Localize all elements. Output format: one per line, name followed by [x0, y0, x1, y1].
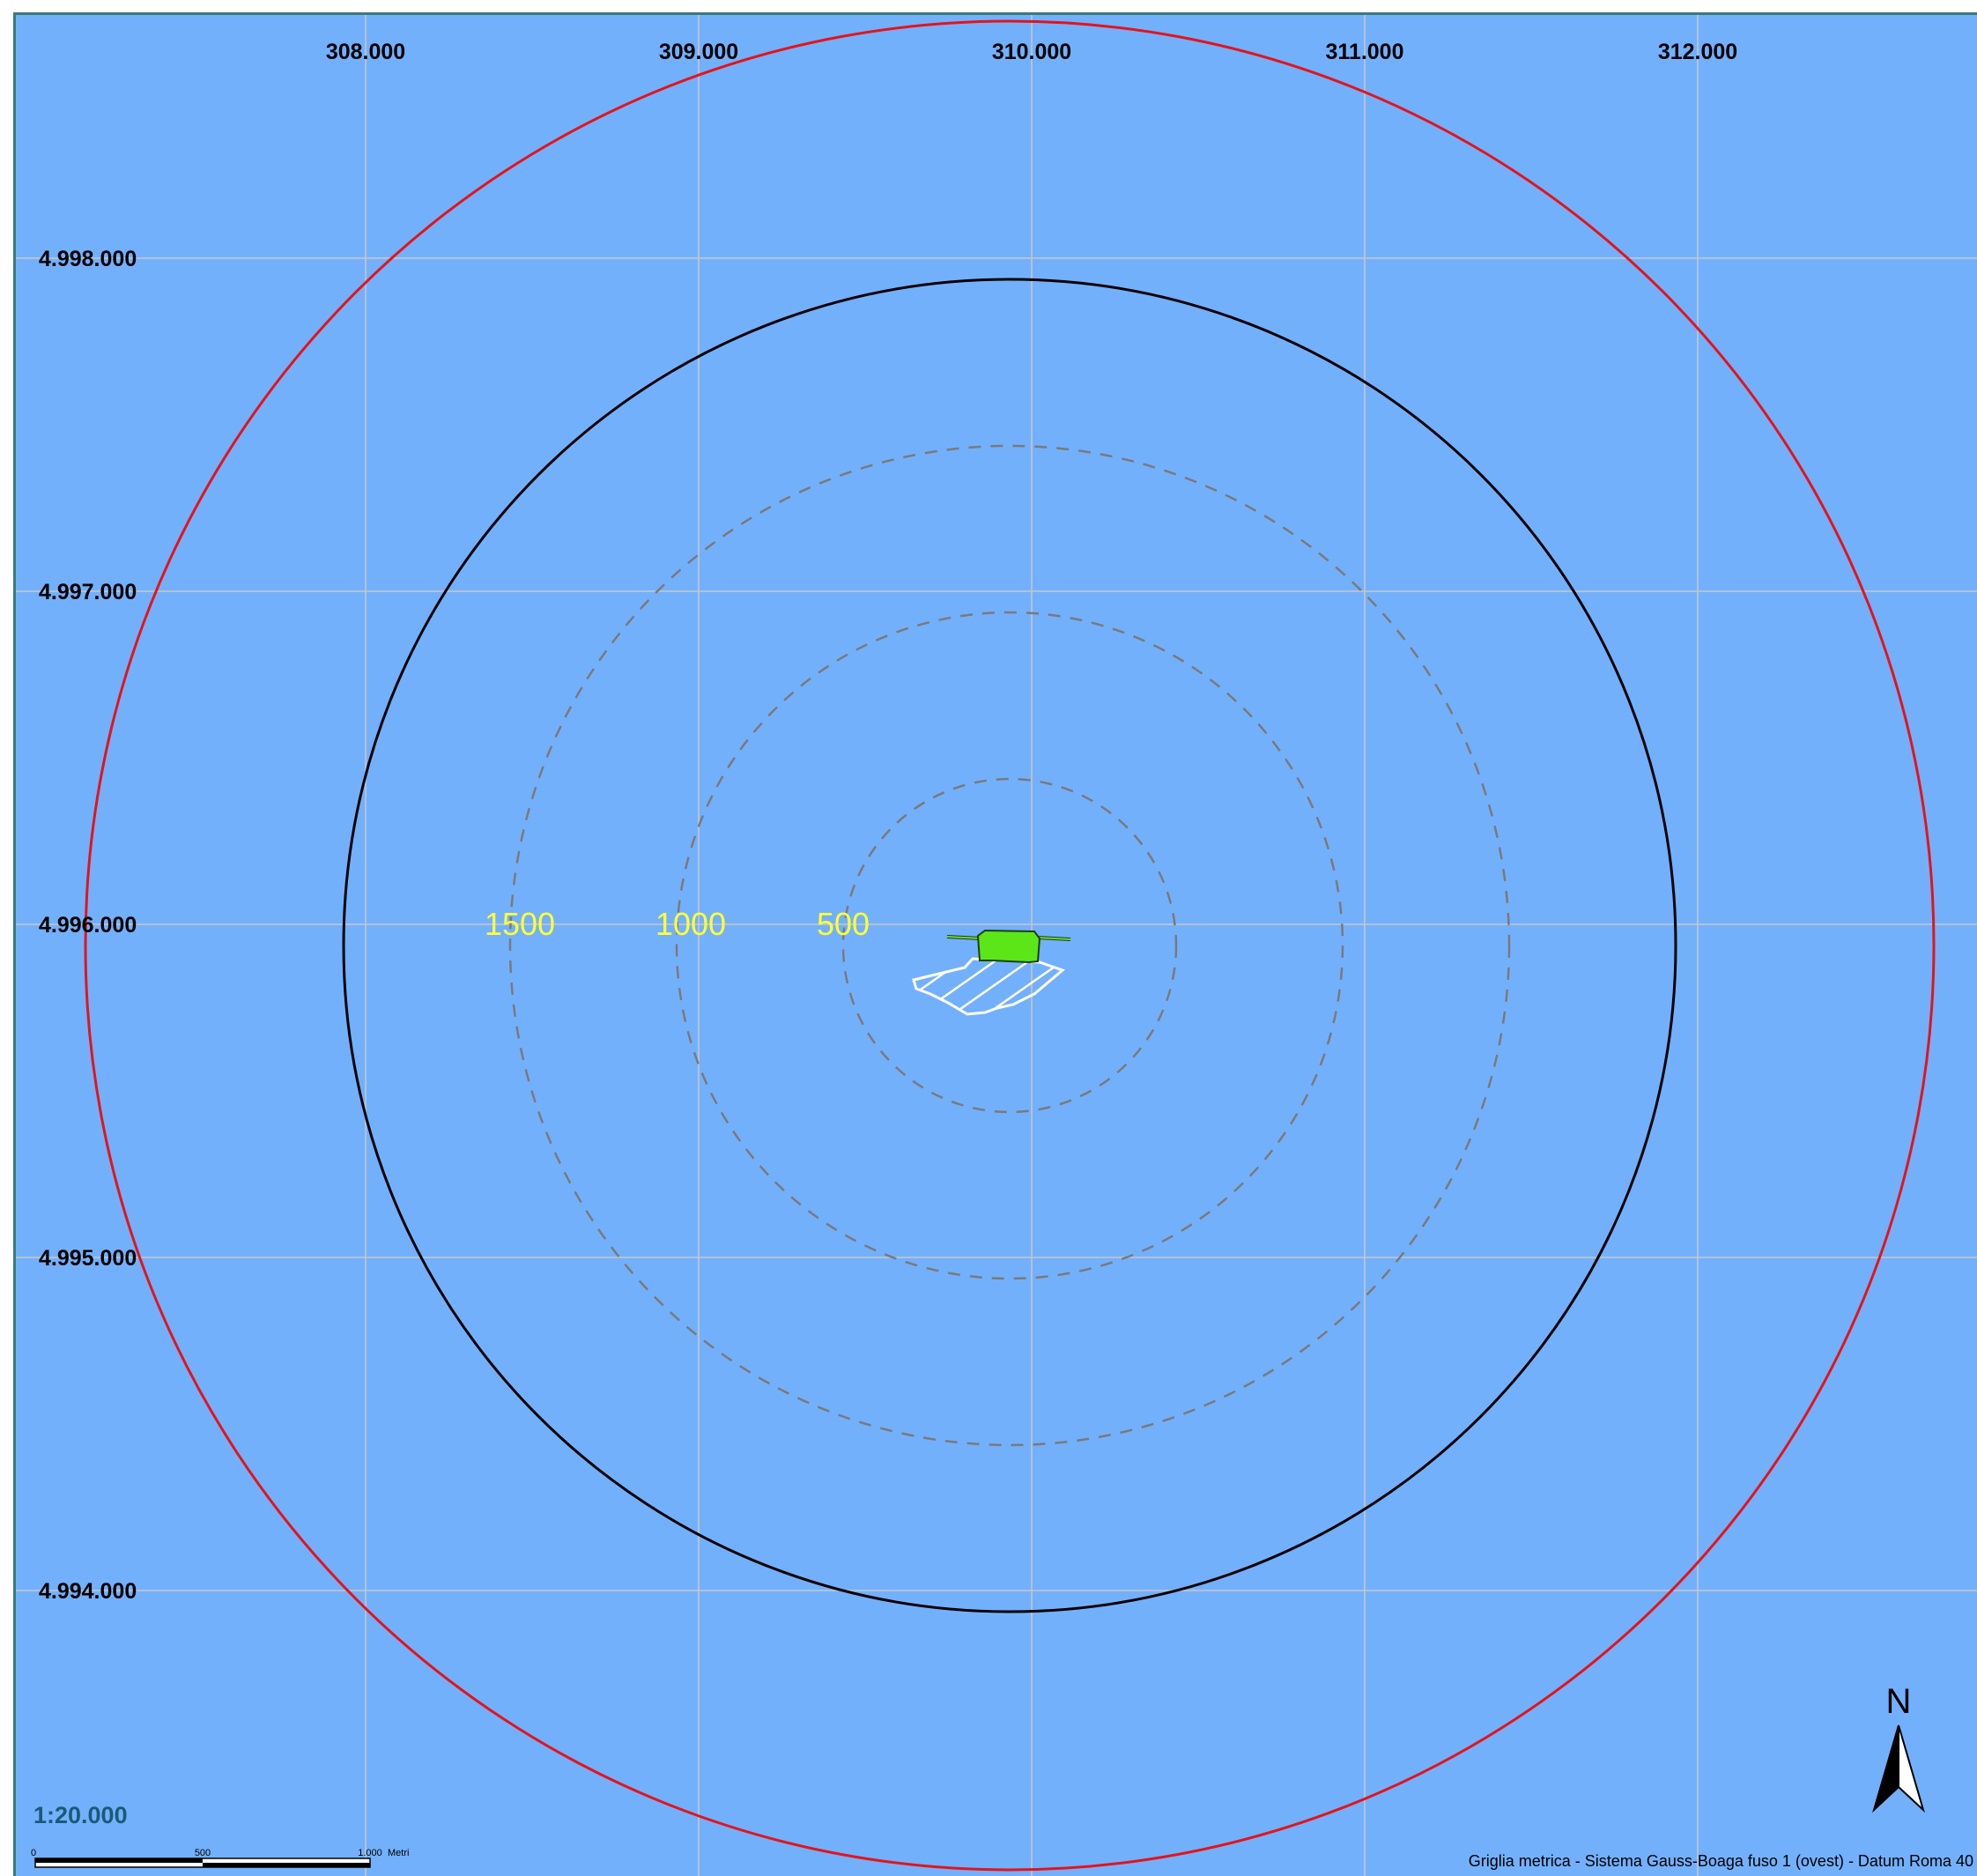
y-label-4995000: 4.995.000 — [39, 1246, 137, 1271]
grid-reference-note: Griglia metrica - Sistema Gauss-Boaga fu… — [1469, 1852, 1973, 1870]
x-label-309000: 309.000 — [659, 40, 738, 64]
ring-label-500: 500 — [817, 906, 870, 942]
x-label-311000: 311.000 — [1326, 40, 1404, 64]
north-label: N — [1886, 1682, 1912, 1721]
ring-500 — [841, 777, 1178, 1114]
ring-1500 — [508, 444, 1511, 1447]
north-arrow: N — [1872, 1682, 1925, 1813]
y-label-4994000: 4.994.000 — [39, 1579, 137, 1604]
buffer-rings — [84, 19, 1936, 1872]
ring-label-1000: 1000 — [655, 906, 726, 942]
grid-lines — [16, 15, 1977, 1876]
scale-ratio: 1:20.000 — [33, 1802, 128, 1828]
scale-tick-0: 0 — [31, 1848, 36, 1858]
black-ring — [342, 278, 1677, 1613]
site-feature[interactable] — [946, 929, 1071, 964]
y-label-4997000: 4.997.000 — [39, 580, 137, 604]
scale-bar-segment-2 — [203, 1863, 370, 1867]
ring-label-1500: 1500 — [485, 906, 555, 942]
site-polygon[interactable] — [976, 929, 1041, 964]
y-label-4998000: 4.998.000 — [39, 247, 137, 271]
x-label-308000: 308.000 — [326, 40, 405, 64]
y-grid-labels: 4.998.000 4.997.000 4.996.000 4.995.000 … — [39, 247, 137, 1604]
x-label-310000: 310.000 — [992, 40, 1071, 64]
ring-1000 — [675, 611, 1344, 1280]
scale-unit: Metri — [388, 1848, 409, 1858]
y-label-4996000: 4.996.000 — [39, 913, 137, 938]
scale-block: 1:20.000 0 500 1.000 Metri — [31, 1802, 409, 1868]
x-label-312000: 312.000 — [1658, 40, 1737, 64]
scale-tick-500: 500 — [195, 1848, 211, 1858]
scale-tick-1000: 1.000 — [358, 1848, 382, 1858]
north-arrow-icon — [1872, 1724, 1925, 1813]
outer-red-ring — [84, 19, 1936, 1872]
scale-bar-segment-1 — [35, 1858, 203, 1863]
x-grid-labels: 308.000 309.000 310.000 311.000 312.000 — [326, 40, 1737, 64]
ring-labels: 1500 1000 500 — [485, 906, 870, 942]
